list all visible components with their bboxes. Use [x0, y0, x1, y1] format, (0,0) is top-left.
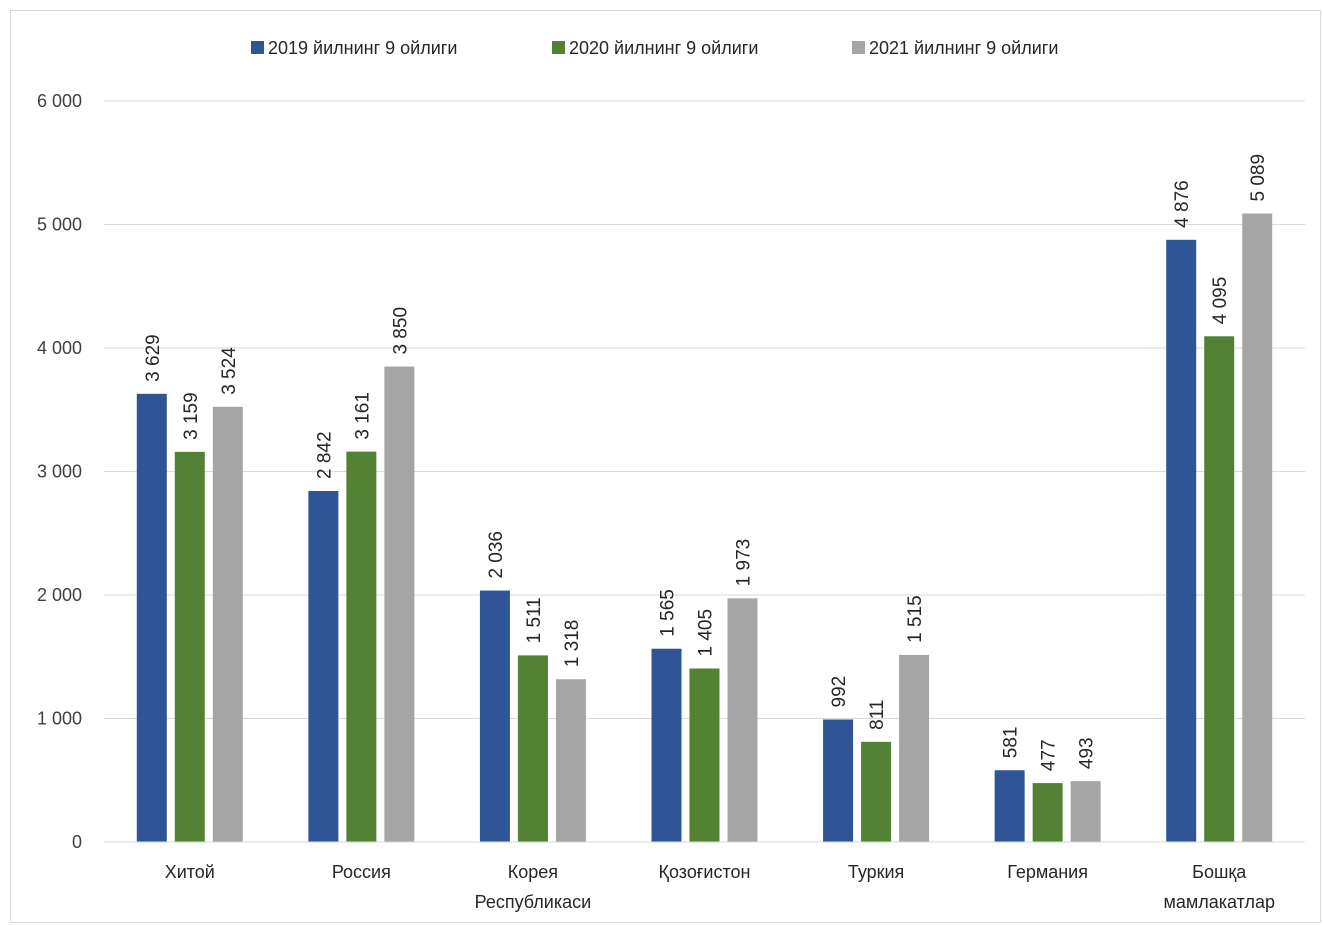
x-tick-label: Россия: [332, 862, 391, 882]
x-tick-label: мамлакатлар: [1163, 892, 1275, 912]
bar: [1032, 783, 1063, 842]
bar: [346, 451, 377, 842]
x-tick-label: Туркия: [848, 862, 904, 882]
chart-frame: [10, 10, 1321, 923]
data-label: 1 405: [696, 609, 717, 657]
data-label: 2 842: [314, 431, 335, 479]
data-label: 477: [1039, 739, 1060, 771]
data-label: 3 161: [352, 392, 373, 440]
bar: [1070, 781, 1101, 842]
bar: [479, 590, 510, 842]
data-label: 1 565: [658, 589, 679, 637]
y-tick-label: 0: [72, 832, 82, 852]
data-label: 1 515: [905, 595, 926, 643]
data-label: 2 036: [486, 531, 507, 579]
data-label: 3 159: [181, 392, 202, 440]
bar: [517, 655, 548, 842]
legend-label: 2019 йилнинг 9 ойлиги: [268, 38, 457, 58]
y-tick-label: 2 000: [37, 585, 82, 605]
legend-swatch: [251, 41, 264, 54]
y-tick-label: 6 000: [37, 91, 82, 111]
legend-label: 2020 йилнинг 9 ойлиги: [569, 38, 758, 58]
y-tick-label: 3 000: [37, 462, 82, 482]
data-label: 992: [829, 676, 850, 708]
data-label: 1 318: [562, 620, 583, 668]
bar: [174, 451, 205, 842]
legend-label: 2021 йилнинг 9 ойлиги: [869, 38, 1058, 58]
x-tick-label: Қозоғистон: [659, 862, 751, 882]
data-label: 4 876: [1172, 180, 1193, 228]
data-label: 3 629: [143, 334, 164, 382]
bar: [1242, 213, 1273, 843]
data-label: 3 850: [390, 307, 411, 355]
bar: [555, 679, 586, 842]
data-label: 493: [1077, 737, 1098, 769]
data-label: 811: [867, 700, 888, 730]
bar: [384, 366, 415, 842]
x-tick-label: Германия: [1007, 862, 1088, 882]
x-tick-label: Хитой: [165, 862, 215, 882]
bar: [689, 668, 720, 842]
bar: [1166, 239, 1197, 843]
x-tick-label: Корея: [508, 862, 558, 882]
x-tick-label: Бошқа: [1192, 862, 1247, 882]
data-label: 4 095: [1210, 277, 1231, 325]
data-label: 3 524: [219, 347, 240, 395]
data-label: 581: [1001, 727, 1022, 759]
bar: [212, 406, 243, 842]
bar: [861, 741, 892, 842]
bar: [1204, 336, 1235, 842]
y-tick-label: 5 000: [37, 215, 82, 235]
data-label: 5 089: [1248, 154, 1269, 202]
legend-swatch: [852, 41, 865, 54]
data-label: 1 973: [734, 539, 755, 587]
y-tick-label: 4 000: [37, 338, 82, 358]
bar: [727, 598, 758, 842]
x-tick-label: Республикаси: [475, 892, 592, 912]
bar: [308, 491, 339, 842]
data-label: 1 511: [524, 597, 545, 643]
bar: [136, 393, 167, 842]
bar: [994, 770, 1025, 842]
bar: [651, 648, 682, 842]
bar: [899, 654, 930, 842]
legend-swatch: [552, 41, 565, 54]
bar: [823, 719, 854, 842]
y-tick-label: 1 000: [37, 709, 82, 729]
